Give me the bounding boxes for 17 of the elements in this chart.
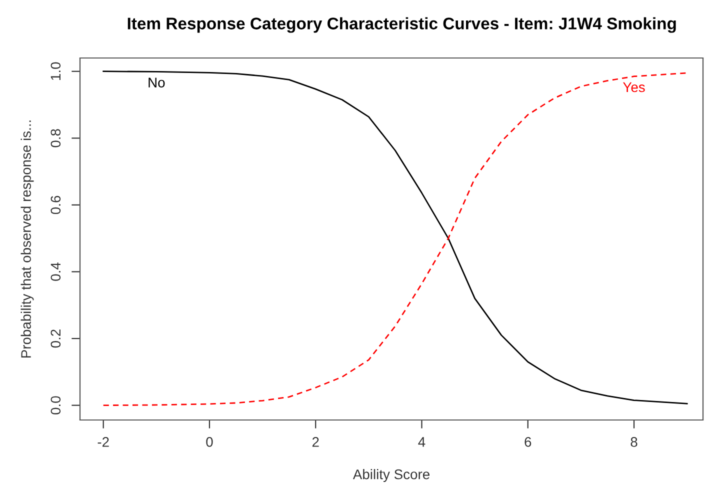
y-tick-label: 0.8 <box>50 129 61 148</box>
x-tick-label: 2 <box>312 437 319 447</box>
x-axis-title: Ability Score <box>352 469 430 482</box>
y-tick-label: 0.6 <box>50 196 61 214</box>
y-tick-label: 0.4 <box>50 262 61 281</box>
x-tick-label: -2 <box>98 437 109 447</box>
series-label: No <box>148 78 165 88</box>
x-tick-label: 0 <box>206 437 213 447</box>
x-tick-label: 8 <box>630 437 638 447</box>
x-tick-label: 4 <box>418 437 426 447</box>
y-tick-label: 0.0 <box>50 396 61 414</box>
series-label: Yes <box>622 82 645 92</box>
y-tick-label: 1.0 <box>50 62 61 80</box>
x-tick-label: 6 <box>524 437 532 447</box>
y-axis-title: Probability that observed response is... <box>20 120 34 358</box>
y-tick-label: 0.2 <box>50 330 61 348</box>
chart-title: Item Response Category Characteristic Curves - Item: J1W4 Smoking <box>128 17 676 33</box>
